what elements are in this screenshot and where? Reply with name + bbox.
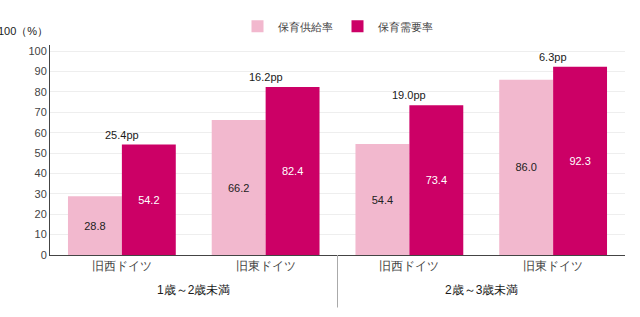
svg-text:16.2pp: 16.2pp bbox=[249, 71, 283, 83]
svg-text:旧東ドイツ: 旧東ドイツ bbox=[523, 259, 583, 273]
svg-text:保育供給率: 保育供給率 bbox=[278, 21, 333, 33]
svg-text:0: 0 bbox=[41, 249, 47, 261]
svg-text:82.4: 82.4 bbox=[282, 165, 303, 177]
svg-text:73.4: 73.4 bbox=[426, 174, 447, 186]
svg-text:100: 100 bbox=[28, 45, 46, 57]
svg-text:100（%）: 100（%） bbox=[0, 25, 48, 37]
svg-text:28.8: 28.8 bbox=[84, 220, 105, 232]
svg-text:10: 10 bbox=[35, 228, 47, 240]
svg-text:60: 60 bbox=[35, 127, 47, 139]
svg-text:90: 90 bbox=[35, 65, 47, 77]
svg-text:86.0: 86.0 bbox=[515, 161, 536, 173]
svg-text:66.2: 66.2 bbox=[228, 182, 249, 194]
svg-text:旧西ドイツ: 旧西ドイツ bbox=[379, 259, 439, 273]
svg-text:旧東ドイツ: 旧東ドイツ bbox=[236, 259, 296, 273]
svg-text:50: 50 bbox=[35, 147, 47, 159]
svg-text:54.2: 54.2 bbox=[138, 194, 159, 206]
svg-text:6.3pp: 6.3pp bbox=[539, 51, 567, 63]
svg-text:19.0pp: 19.0pp bbox=[392, 89, 426, 101]
svg-text:保育需要率: 保育需要率 bbox=[378, 21, 433, 33]
svg-text:1歳～2歳未満: 1歳～2歳未満 bbox=[157, 283, 230, 297]
svg-text:25.4pp: 25.4pp bbox=[105, 129, 139, 141]
svg-text:旧西ドイツ: 旧西ドイツ bbox=[92, 259, 152, 273]
svg-text:70: 70 bbox=[35, 106, 47, 118]
svg-text:54.4: 54.4 bbox=[372, 194, 393, 206]
svg-text:92.3: 92.3 bbox=[569, 155, 590, 167]
svg-text:30: 30 bbox=[35, 188, 47, 200]
svg-text:40: 40 bbox=[35, 167, 47, 179]
svg-text:2歳～3歳未満: 2歳～3歳未満 bbox=[445, 283, 518, 297]
svg-text:80: 80 bbox=[35, 86, 47, 98]
svg-text:20: 20 bbox=[35, 208, 47, 220]
